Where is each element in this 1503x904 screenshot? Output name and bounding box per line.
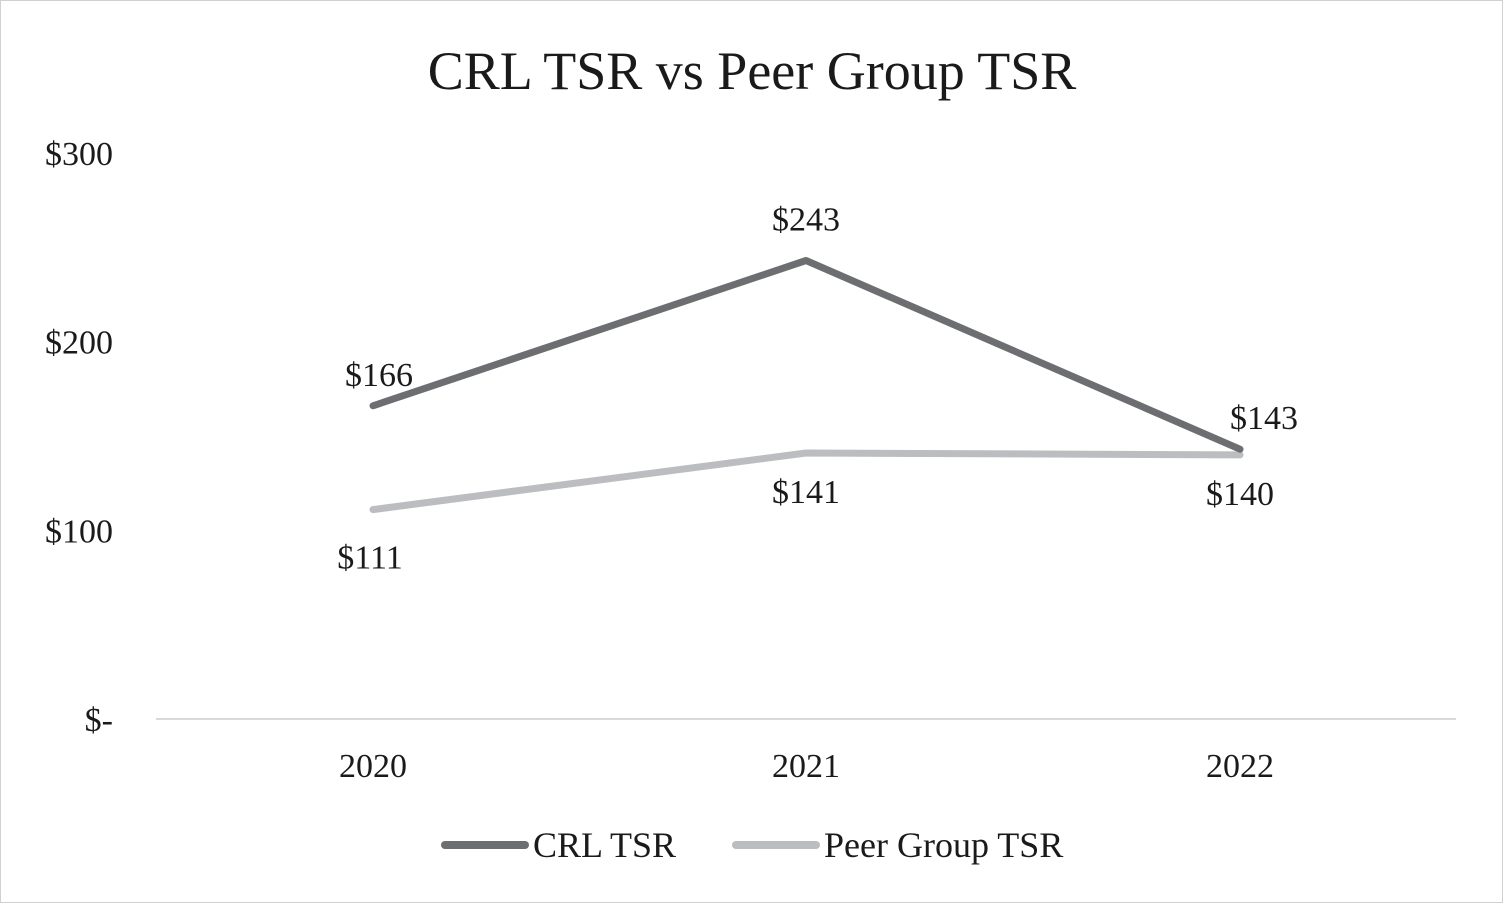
data-label: $243 bbox=[772, 202, 840, 239]
chart-title: CRL TSR vs Peer Group TSR bbox=[428, 41, 1077, 101]
y-axis-ticks: $- $100 $200 $300 bbox=[45, 136, 113, 739]
x-tick-label: 2020 bbox=[339, 748, 407, 785]
x-tick-label: 2022 bbox=[1206, 748, 1274, 785]
x-tick-label: 2021 bbox=[772, 748, 840, 785]
series-lines bbox=[369, 257, 1244, 514]
data-labels: $166 $243 $143 $111 $141 $140 bbox=[337, 202, 1298, 577]
x-axis-ticks: 2020 2021 2022 bbox=[339, 748, 1274, 785]
y-tick-label: $200 bbox=[45, 325, 113, 362]
series-line-crl-tsr bbox=[369, 257, 1244, 453]
legend-label: CRL TSR bbox=[533, 825, 676, 865]
data-label: $140 bbox=[1206, 476, 1274, 513]
legend: CRL TSR Peer Group TSR bbox=[441, 825, 1063, 865]
legend-label: Peer Group TSR bbox=[824, 825, 1063, 865]
data-label: $143 bbox=[1230, 400, 1298, 437]
y-tick-label: $300 bbox=[45, 136, 113, 173]
y-tick-label: $100 bbox=[45, 513, 113, 550]
data-label: $111 bbox=[337, 540, 402, 577]
data-label: $141 bbox=[772, 474, 840, 511]
series-line-peer-group-tsr bbox=[369, 449, 1244, 514]
data-label: $166 bbox=[345, 357, 413, 394]
y-tick-label: $- bbox=[85, 702, 113, 739]
